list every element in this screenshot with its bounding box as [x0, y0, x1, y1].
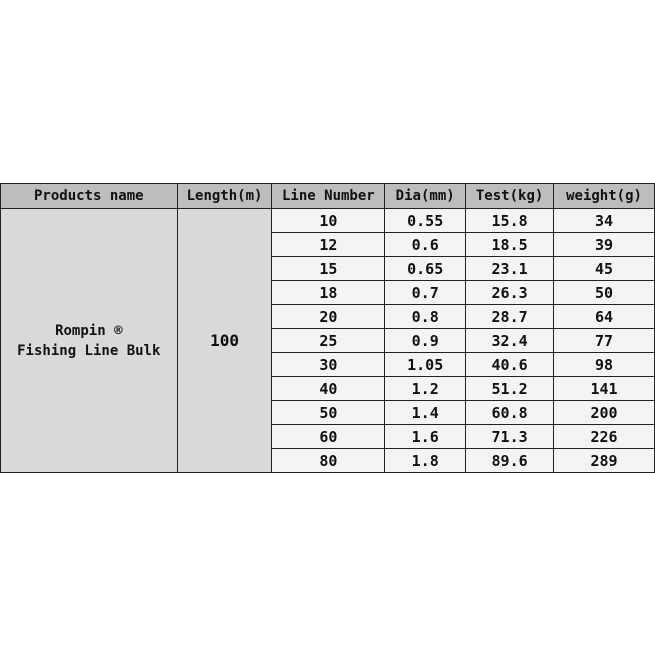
- dia-cell: 0.7: [384, 280, 467, 305]
- table-row: 50 1.4 60.8 200: [1, 400, 655, 425]
- header-weight: weight(g): [553, 183, 655, 209]
- dia-cell: 1.8: [384, 448, 467, 473]
- header-dia: Dia(mm): [384, 183, 467, 209]
- dia-cell: 0.9: [384, 328, 467, 353]
- weight-cell: 289: [553, 448, 655, 473]
- weight-cell: 98: [553, 352, 655, 377]
- line-number-cell: 10: [271, 208, 386, 233]
- dia-cell: 1.6: [384, 424, 467, 449]
- test-cell: 23.1: [465, 256, 555, 281]
- weight-cell: 141: [553, 376, 655, 401]
- product-name-cell: Rompin ® Fishing Line Bulk: [0, 208, 178, 473]
- line-number-cell: 50: [271, 400, 386, 425]
- table-row: 60 1.6 71.3 226: [1, 424, 655, 449]
- weight-cell: 34: [553, 208, 655, 233]
- header-products-name: Products name: [0, 183, 178, 209]
- test-cell: 15.8: [465, 208, 555, 233]
- test-cell: 89.6: [465, 448, 555, 473]
- line-number-cell: 15: [271, 256, 386, 281]
- spec-table: Products name Length(m) Line Number Dia(…: [0, 183, 655, 473]
- dia-cell: 0.8: [384, 304, 467, 329]
- test-cell: 51.2: [465, 376, 555, 401]
- table-row: 18 0.7 26.3 50: [1, 280, 655, 305]
- table-row: 30 1.05 40.6 98: [1, 352, 655, 377]
- test-cell: 28.7: [465, 304, 555, 329]
- header-row: Products name Length(m) Line Number Dia(…: [0, 183, 655, 209]
- weight-cell: 50: [553, 280, 655, 305]
- dia-cell: 1.05: [384, 352, 467, 377]
- line-number-cell: 30: [271, 352, 386, 377]
- line-number-cell: 25: [271, 328, 386, 353]
- table-row: Rompin ® Fishing Line Bulk 100 10 0.55 15.8 34: [0, 208, 655, 473]
- header-length: Length(m): [176, 183, 273, 209]
- header-test: Test(kg): [465, 183, 555, 209]
- header-line-number: Line Number: [271, 183, 386, 209]
- test-cell: 71.3: [465, 424, 555, 449]
- dia-cell: 1.4: [384, 400, 467, 425]
- length-cell: 100: [176, 208, 273, 473]
- dia-cell: 0.55: [384, 208, 467, 233]
- line-number-cell: 20: [271, 304, 386, 329]
- line-number-cell: 12: [271, 232, 386, 257]
- test-cell: 60.8: [465, 400, 555, 425]
- table-row: 12 0.6 18.5 39: [1, 232, 655, 257]
- test-cell: 18.5: [465, 232, 555, 257]
- dia-cell: 0.6: [384, 232, 467, 257]
- product-name-line2: Fishing Line Bulk: [17, 342, 161, 359]
- test-cell: 26.3: [465, 280, 555, 305]
- weight-cell: 77: [553, 328, 655, 353]
- weight-cell: 45: [553, 256, 655, 281]
- line-number-cell: 40: [271, 376, 386, 401]
- dia-cell: 0.65: [384, 256, 467, 281]
- dia-cell: 1.2: [384, 376, 467, 401]
- table-row: 80 1.8 89.6 289: [1, 448, 655, 473]
- line-number-cell: 18: [271, 280, 386, 305]
- weight-cell: 226: [553, 424, 655, 449]
- table-row: 40 1.2 51.2 141: [1, 376, 655, 401]
- test-cell: 32.4: [465, 328, 555, 353]
- table-row: 20 0.8 28.7 64: [1, 304, 655, 329]
- line-number-cell: 80: [271, 448, 386, 473]
- line-number-cell: 60: [271, 424, 386, 449]
- weight-cell: 64: [553, 304, 655, 329]
- weight-cell: 39: [553, 232, 655, 257]
- weight-cell: 200: [553, 400, 655, 425]
- test-cell: 40.6: [465, 352, 555, 377]
- product-name-line1: Rompin ®: [55, 322, 123, 339]
- table-row: 15 0.65 23.1 45: [1, 256, 655, 281]
